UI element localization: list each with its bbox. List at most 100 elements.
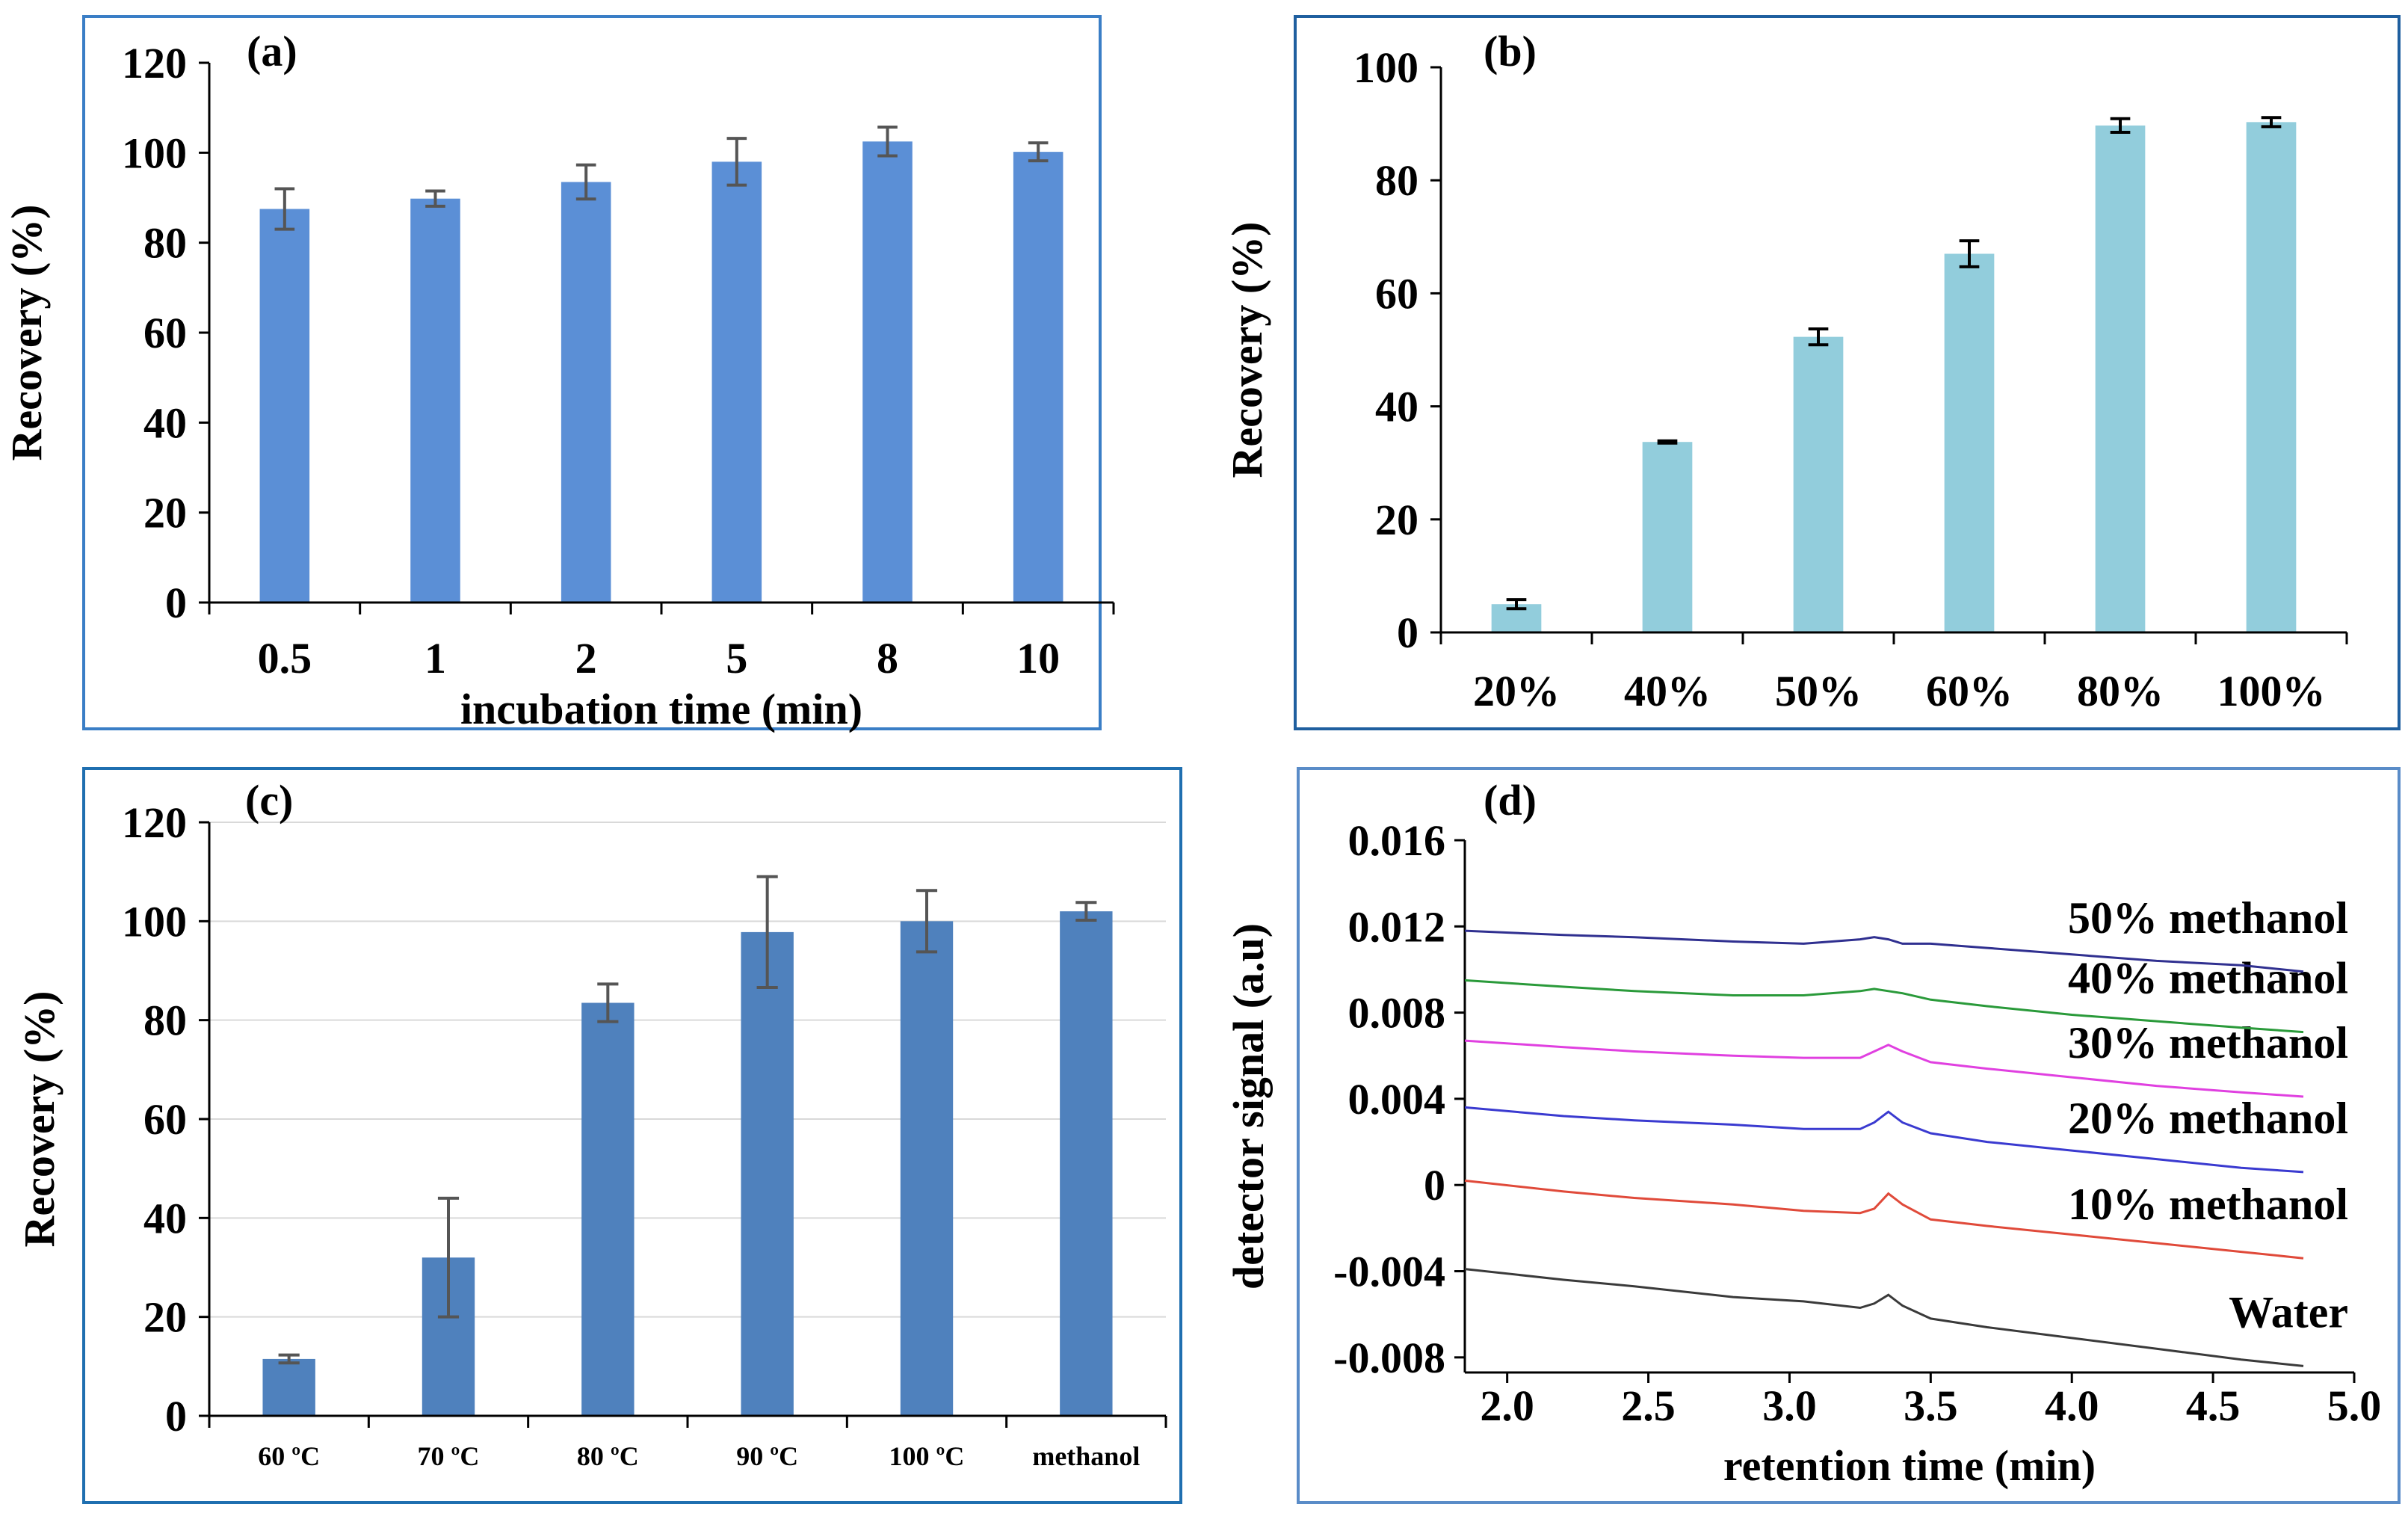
series-label: 10% methanol xyxy=(2068,1180,2348,1229)
x-tick-label: 2.5 xyxy=(1621,1381,1676,1430)
y-tick-label: 80 xyxy=(143,996,187,1045)
series-label: 20% methanol xyxy=(2068,1094,2348,1143)
panel-d: -0.008 -0.004 0 0.004 0.008 0.012 0.016 2.0 2.5 3… xyxy=(1224,767,2401,1504)
x-tick-label: 60 ºC xyxy=(258,1441,320,1471)
x-tick-label: 5.0 xyxy=(2327,1381,2382,1430)
series-label: 30% methanol xyxy=(2068,1018,2348,1067)
bar xyxy=(1793,336,1844,632)
x-tick-label: 4.5 xyxy=(2186,1381,2241,1430)
x-tick-label: 8 xyxy=(877,634,898,682)
x-axis-title: retention time (min) xyxy=(1723,1441,2096,1490)
panel-label: (b) xyxy=(1484,27,1537,76)
y-axis-title: Recovery (%) xyxy=(1223,222,1271,478)
bar xyxy=(1944,253,1995,632)
series-label: 50% methanol xyxy=(2068,893,2348,943)
error-bar xyxy=(1657,439,1678,445)
series-line xyxy=(1464,929,2304,973)
error-bar xyxy=(1506,598,1527,611)
y-tick-label: -0.004 xyxy=(1333,1248,1445,1296)
x-tick-label: 5 xyxy=(726,634,747,682)
panel-c: 0 20 40 60 80 100 120 60 ºC 70 ºC 80 ºC 90 ºC 100 º… xyxy=(15,767,1182,1504)
x-tick-label: 70 ºC xyxy=(418,1441,480,1471)
series-label: 40% methanol xyxy=(2068,954,2348,1003)
y-tick-label: 40 xyxy=(143,398,187,447)
x-tick-label: 4.0 xyxy=(2045,1381,2099,1430)
error-bar xyxy=(916,889,938,954)
y-tick-label: 120 xyxy=(122,798,187,847)
y-tick-label: 60 xyxy=(143,309,187,357)
y-tick-label: 120 xyxy=(122,39,187,87)
bar xyxy=(1013,152,1063,603)
error-bar xyxy=(597,982,619,1023)
panel-frame xyxy=(1297,767,2401,1504)
error-bar xyxy=(1808,327,1829,347)
panel-label: (d) xyxy=(1484,776,1537,825)
error-bar xyxy=(425,189,445,208)
bar xyxy=(1060,911,1113,1416)
y-axis-title: detector signal (a.u) xyxy=(1224,923,1273,1289)
bar xyxy=(2095,125,2146,633)
error-bar xyxy=(877,126,898,158)
panel-a: 0 20 40 60 80 100 120 0.5 1 2 5 8 10 incubation time … xyxy=(2,15,1115,733)
y-tick-label: 100 xyxy=(122,897,187,946)
error-bar xyxy=(1959,239,1980,268)
y-tick-label: 40 xyxy=(1375,383,1418,431)
bar xyxy=(711,161,762,603)
bar xyxy=(900,921,954,1416)
y-tick-label: 40 xyxy=(143,1194,187,1242)
x-tick-label: methanol xyxy=(1032,1441,1140,1471)
series-line xyxy=(1464,1106,2304,1174)
y-tick-label: 100 xyxy=(122,129,187,177)
y-tick-label: 80 xyxy=(143,219,187,268)
bar xyxy=(1642,442,1693,632)
x-tick-label: 90 ºC xyxy=(736,1441,798,1471)
error-bar xyxy=(726,137,747,187)
x-tick-label: 2.0 xyxy=(1480,1381,1534,1430)
x-tick-label: 100 ºC xyxy=(889,1441,965,1471)
y-tick-label: 0 xyxy=(1397,608,1418,657)
x-tick-label: 100% xyxy=(2217,667,2326,715)
error-bar xyxy=(2261,116,2282,129)
error-bar xyxy=(575,163,596,201)
bar xyxy=(862,141,913,603)
y-tick-label: 20 xyxy=(1375,496,1418,544)
y-axis-title: Recovery (%) xyxy=(2,205,51,461)
error-bar xyxy=(437,1196,460,1319)
x-tick-label: 3.5 xyxy=(1904,1381,1958,1430)
x-tick-label: 80 ºC xyxy=(577,1441,639,1471)
y-tick-label: 20 xyxy=(143,489,187,537)
x-tick-label: 20% xyxy=(1473,667,1560,715)
y-tick-label: 0.012 xyxy=(1348,902,1446,951)
x-tick-label: 80% xyxy=(2077,667,2164,715)
y-tick-label: 20 xyxy=(143,1293,187,1342)
x-axis-title: incubation time (min) xyxy=(460,685,862,733)
series-line xyxy=(1464,1039,2304,1098)
error-bar xyxy=(274,187,295,231)
bar xyxy=(2246,122,2297,632)
bar xyxy=(410,198,460,603)
x-tick-label: 60% xyxy=(1926,667,2013,715)
y-tick-label: 60 xyxy=(143,1095,187,1144)
y-tick-label: -0.008 xyxy=(1333,1334,1445,1382)
y-axis-title: Recovery (%) xyxy=(15,991,64,1248)
bar xyxy=(262,1358,315,1416)
x-tick-label: 0.5 xyxy=(258,634,312,682)
x-tick-label: 40% xyxy=(1624,667,1711,715)
series-line xyxy=(1464,979,2304,1034)
x-tick-label: 1 xyxy=(425,634,446,682)
y-tick-label: 0 xyxy=(1424,1161,1445,1210)
panel-label: (c) xyxy=(245,776,293,825)
series-label: Water xyxy=(2229,1287,2348,1337)
y-tick-label: 100 xyxy=(1353,43,1418,92)
error-bar xyxy=(278,1353,300,1365)
x-tick-label: 2 xyxy=(575,634,597,682)
panel-label: (a) xyxy=(247,27,297,76)
y-tick-label: 0.004 xyxy=(1348,1075,1446,1124)
error-bar xyxy=(756,875,778,989)
y-tick-label: 0.016 xyxy=(1348,816,1446,865)
bar xyxy=(581,1002,635,1416)
y-tick-label: 80 xyxy=(1375,156,1418,205)
series-line xyxy=(1464,1179,2304,1260)
panel-frame xyxy=(1294,15,2401,730)
